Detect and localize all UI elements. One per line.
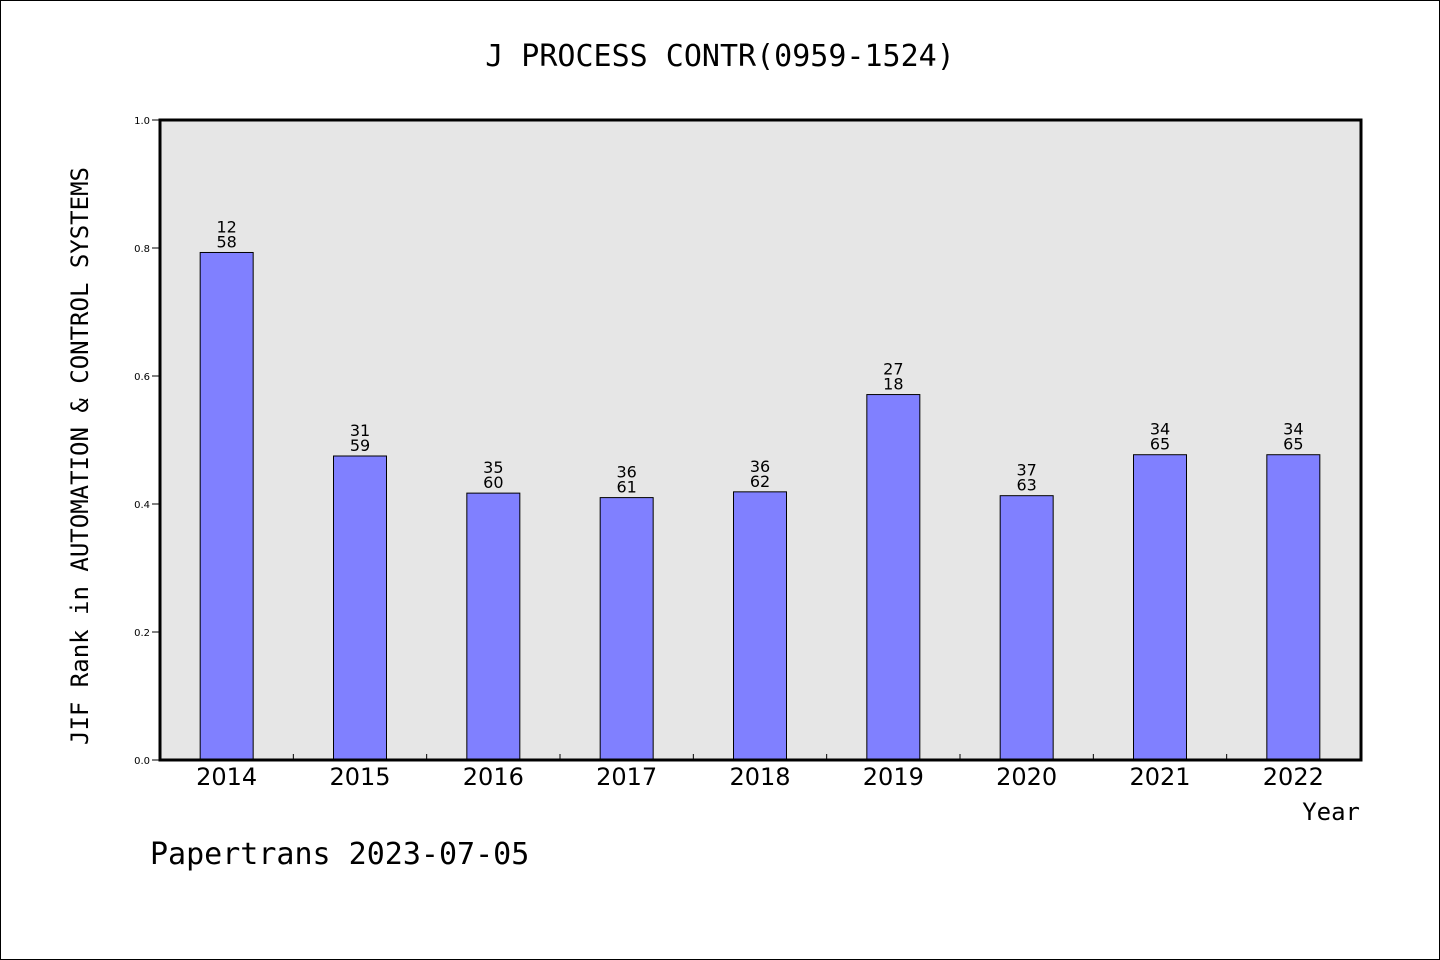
bar-2019	[866, 394, 921, 761]
y-tick-label-0.8: 0.8	[134, 244, 150, 255]
bar-rank-label-2017: 36	[616, 463, 636, 482]
bar-2017	[599, 497, 654, 761]
x-tick-label-2021: 2021	[1129, 763, 1190, 791]
bar-rank-label-2019: 27	[883, 360, 903, 379]
x-tick-label-2019: 2019	[863, 763, 924, 791]
bar-2022	[1266, 454, 1321, 761]
plot-border	[158, 118, 1363, 762]
bars-layer	[199, 251, 1321, 761]
bar-total-label-2019: 18	[883, 375, 903, 394]
bar-total-label-2016: 60	[483, 473, 503, 492]
footer-watermark: Papertrans 2023-07-05	[150, 837, 529, 872]
y-tick-label-1.0: 1.0	[134, 116, 150, 127]
x-tick-label-2014: 2014	[196, 763, 257, 791]
y-axis-label: JIF Rank in AUTOMATION & CONTROL SYSTEMS	[66, 167, 94, 745]
bar-2020	[999, 495, 1054, 761]
x-tick-label-2015: 2015	[329, 763, 390, 791]
bar-total-label-2014: 58	[216, 232, 236, 251]
x-tick-label-2020: 2020	[996, 763, 1057, 791]
bar-total-label-2017: 61	[616, 478, 636, 497]
bar-2014	[199, 251, 254, 761]
bar-2016	[466, 492, 521, 761]
x-tick-label-2017: 2017	[596, 763, 657, 791]
bar-rank-label-2021: 34	[1150, 420, 1170, 439]
bar-rank-label-2020: 37	[1016, 461, 1036, 480]
bar-rank-label-2015: 31	[350, 421, 370, 440]
y-tick-label-0.6: 0.6	[134, 372, 150, 383]
bar-total-label-2022: 65	[1283, 435, 1303, 454]
bar-2021	[1133, 454, 1187, 761]
x-axis: 2014 2015 2016 2017 2018 2019 2020 2021 2022	[196, 754, 1324, 791]
y-tick-label-0.4: 0.4	[134, 500, 150, 511]
bar-rank-label-2014: 12	[216, 217, 236, 236]
bar-total-label-2018: 62	[750, 472, 770, 491]
bar-total-label-2021: 65	[1150, 435, 1170, 454]
x-axis-label: Year	[1302, 798, 1360, 826]
x-tick-label-2016: 2016	[463, 763, 524, 791]
x-tick-label-2022: 2022	[1263, 763, 1324, 791]
y-tick-label-0.2: 0.2	[134, 628, 150, 639]
chart-title: J PROCESS CONTR(0959-1524)	[485, 39, 955, 74]
bar-rank-label-2018: 36	[750, 457, 770, 476]
bar-rank-label-2016: 35	[483, 458, 503, 477]
x-tick-label-2018: 2018	[729, 763, 790, 791]
bar-rank-label-2022: 34	[1283, 420, 1303, 439]
y-axis: 0.0 0.2 0.4 0.6 0.8 1.0	[134, 116, 160, 767]
bar-2018	[733, 491, 787, 761]
y-tick-label-0.0: 0.0	[134, 756, 150, 767]
bar-2015	[333, 455, 387, 761]
bar-total-label-2015: 59	[350, 436, 370, 455]
bar-total-label-2020: 63	[1016, 476, 1036, 495]
